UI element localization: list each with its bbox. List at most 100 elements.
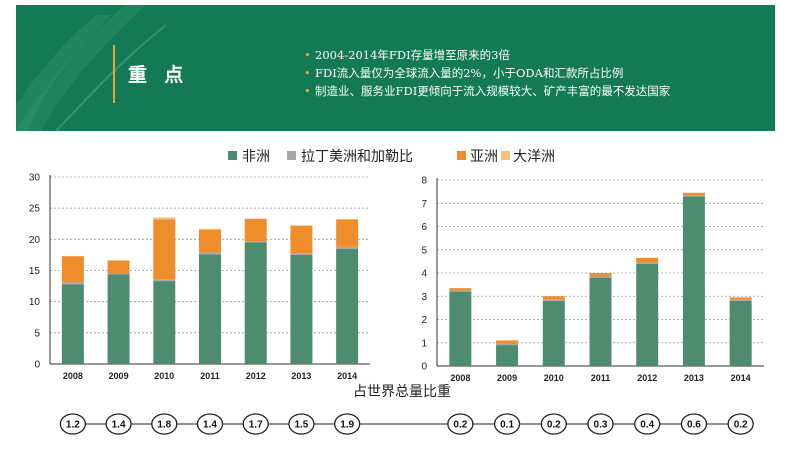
x-tick-label-left: 2009 <box>109 371 129 381</box>
bar-segment-latam-2010 <box>542 299 565 301</box>
key-point: • 制造业、服务业FDI更倾向于流入规模较大、矿产丰富的最不发达国家 <box>304 84 671 98</box>
share-value-right: 0.2 <box>547 420 561 431</box>
share-pill-right <box>727 413 754 435</box>
legend-swatch <box>457 151 466 160</box>
x-tick-label-right: 2008 <box>450 373 470 383</box>
share-value-right: 0.4 <box>640 420 654 431</box>
bar-segment-africa-2014 <box>336 248 359 364</box>
bar-segment-latam-2014 <box>729 299 752 301</box>
bar-segment-africa-2009 <box>496 345 519 366</box>
x-tick-label-left: 2011 <box>200 371 220 381</box>
share-value-right: 0.6 <box>687 420 701 431</box>
bar-segment-latam-2014 <box>336 246 359 249</box>
bar-segment-africa-2008 <box>61 284 84 364</box>
bar-segment-latam-2008 <box>449 290 472 292</box>
share-pill-left <box>196 413 224 435</box>
y-tick-label-right: 0 <box>421 362 427 373</box>
x-tick-label-right: 2012 <box>637 373 657 383</box>
bar-segment-asia-2011 <box>199 229 221 253</box>
y-tick-label-left: 0 <box>34 360 40 371</box>
bar-segment-africa-2014 <box>729 300 752 366</box>
share-value-left: 1.4 <box>203 420 217 431</box>
y-tick-label-right: 7 <box>421 199 427 210</box>
bar-segment-africa-2008 <box>449 291 472 366</box>
share-value-left: 1.8 <box>157 420 171 431</box>
bar-segment-latam-2008 <box>61 282 84 285</box>
bar-segment-asia-2013 <box>290 225 313 254</box>
share-pill-right <box>540 413 567 435</box>
bar-segment-asia-2012 <box>636 257 659 263</box>
bar-segment-asia-2008 <box>61 256 84 283</box>
share-of-world-label: 占世界总量比重 <box>353 383 451 399</box>
share-pill-right <box>493 413 521 435</box>
y-tick-label-right: 4 <box>421 269 427 280</box>
x-tick-label-right: 2010 <box>544 373 564 383</box>
bar-segment-asia-2014 <box>729 297 752 300</box>
bar-segment-asia-2010 <box>153 219 176 280</box>
share-value-right: 0.1 <box>500 420 514 431</box>
bar-segment-oceania-2010 <box>153 217 176 220</box>
y-tick-label-right: 3 <box>421 292 427 303</box>
bar-segment-asia-2009 <box>107 260 130 273</box>
bar-segment-africa-2012 <box>636 263 659 366</box>
y-tick-label-right: 1 <box>421 338 427 349</box>
bar-segment-africa-2012 <box>244 242 267 364</box>
bar-segment-asia-2013 <box>682 192 705 196</box>
share-value-left: 1.9 <box>340 420 354 431</box>
y-tick-label-left: 10 <box>29 297 41 308</box>
bar-segment-asia-2008 <box>449 288 472 291</box>
bar-segment-asia-2009 <box>496 340 519 344</box>
y-tick-label-right: 8 <box>421 176 427 187</box>
bar-segment-africa-2011 <box>199 254 221 364</box>
x-tick-label-left: 2012 <box>246 371 266 381</box>
header-banner: 重 点 • 2004-2014年FDI存量增至原来的3倍 • FDI流入量仅为全球流… <box>16 5 775 131</box>
bar-segment-africa-2013 <box>682 196 705 366</box>
share-pill-left <box>59 413 87 435</box>
bar-segment-africa-2010 <box>153 281 176 364</box>
share-value-left: 1.7 <box>249 420 263 431</box>
share-value-right: 0.2 <box>734 420 748 431</box>
x-tick-label-right: 2014 <box>731 373 751 383</box>
x-tick-label-right: 2009 <box>497 373 517 383</box>
bar-segment-oceania-2011 <box>199 228 221 230</box>
bar-segment-africa-2010 <box>542 300 565 366</box>
legend-swatch <box>228 151 237 160</box>
bar-segment-asia-2010 <box>542 296 565 300</box>
share-pill-left <box>242 413 269 435</box>
bullet-dot-icon: • <box>304 48 311 62</box>
share-value-right: 0.3 <box>594 420 608 431</box>
share-pill-left <box>288 413 315 435</box>
bar-segment-latam-2013 <box>290 253 313 255</box>
leaf-decoration <box>16 5 167 131</box>
y-tick-label-left: 25 <box>29 204 41 215</box>
key-points-list: • 2004-2014年FDI存量增至原来的3倍 • FDI流入量仅为全球流入量的2… <box>304 46 670 100</box>
bar-segment-asia-2012 <box>244 218 267 242</box>
title-divider <box>113 45 115 103</box>
bar-segment-latam-2010 <box>153 279 176 282</box>
share-value-left: 1.5 <box>294 420 308 431</box>
share-pill-left <box>151 413 178 435</box>
key-point: • 2004-2014年FDI存量增至原来的3倍 <box>304 48 510 62</box>
x-tick-label-left: 2008 <box>63 371 83 381</box>
bar-segment-latam-2013 <box>682 195 705 197</box>
y-tick-label-left: 5 <box>34 328 40 339</box>
share-pill-right <box>447 413 474 435</box>
bar-segment-latam-2011 <box>199 252 221 255</box>
bar-segment-africa-2009 <box>107 274 130 364</box>
page-title: 重 点 <box>128 65 190 86</box>
bar-segment-latam-2011 <box>589 276 612 278</box>
y-tick-label-right: 2 <box>421 315 427 326</box>
x-tick-label-left: 2013 <box>291 371 311 381</box>
legend-swatch <box>501 151 510 160</box>
bar-segment-asia-2014 <box>336 219 359 247</box>
share-pill-left <box>333 413 361 435</box>
share-pill-right <box>634 413 661 435</box>
share-value-right: 0.2 <box>453 420 467 431</box>
y-tick-label-right: 5 <box>421 245 427 256</box>
y-tick-label-left: 30 <box>29 173 41 184</box>
share-pill-right <box>587 413 614 435</box>
share-pill-right <box>680 413 708 435</box>
y-tick-label-right: 6 <box>421 222 427 233</box>
y-tick-label-left: 15 <box>29 266 41 277</box>
